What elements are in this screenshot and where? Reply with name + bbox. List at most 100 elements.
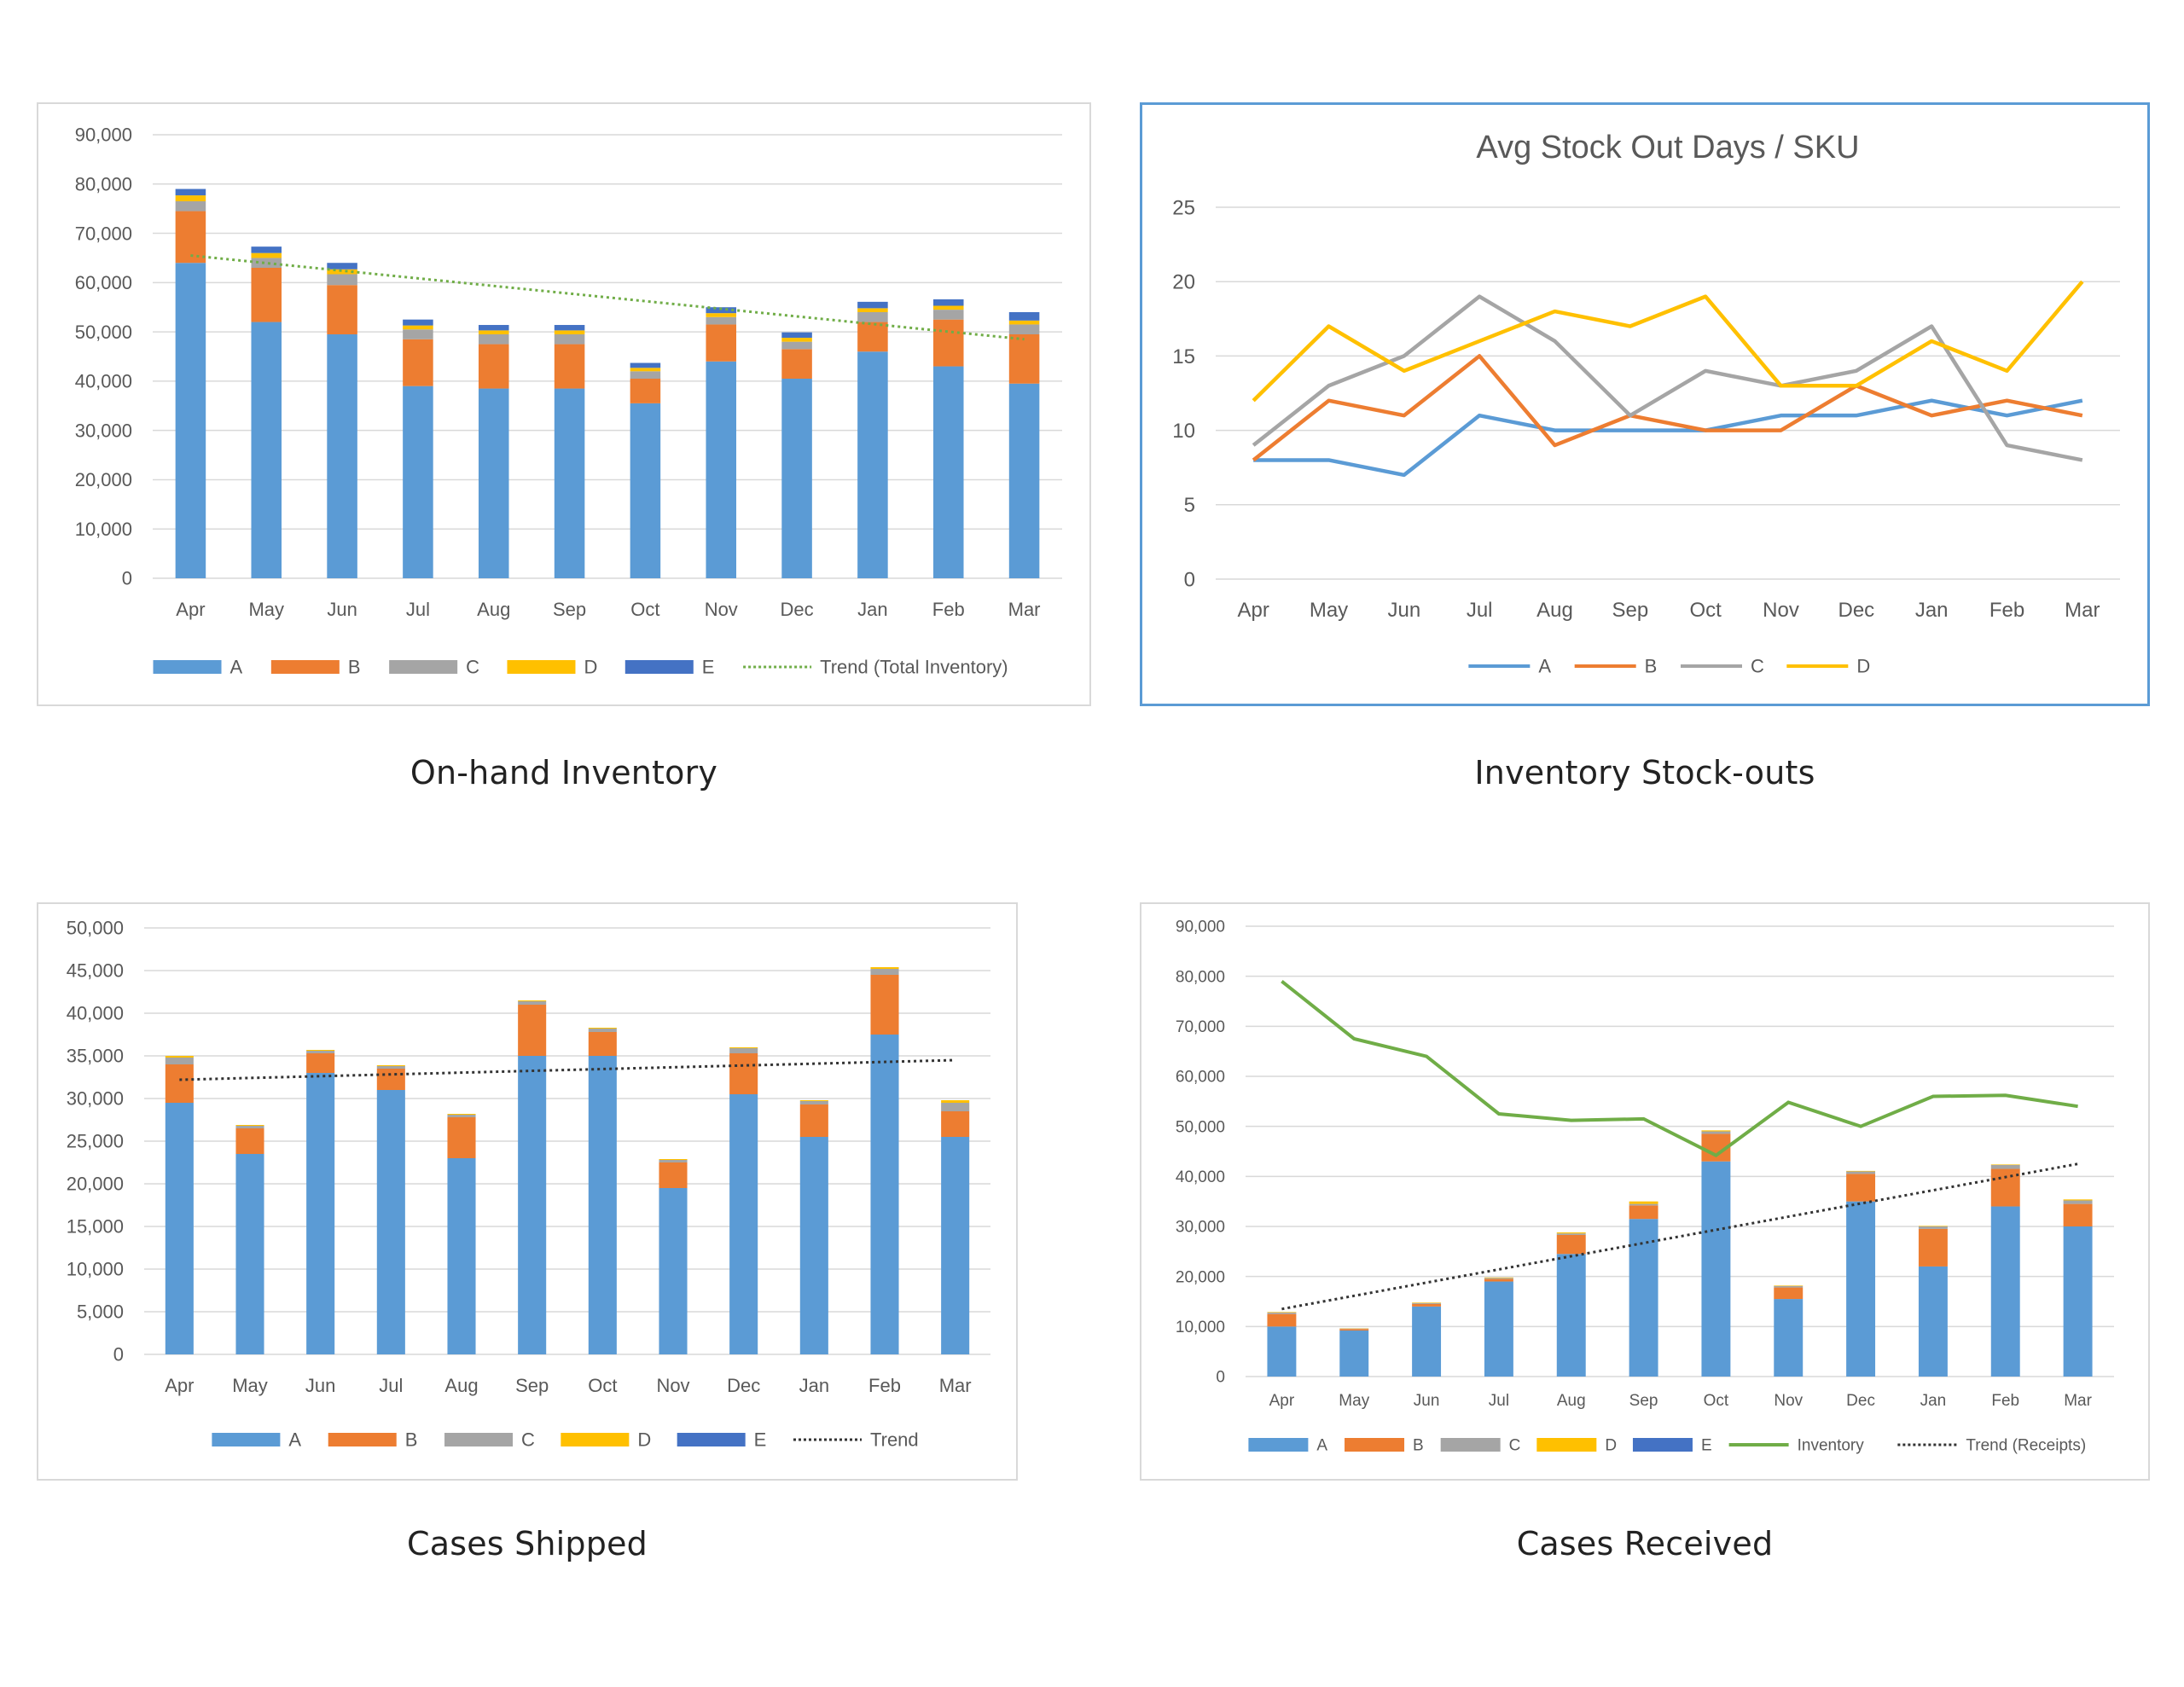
- legend-swatch-a: [1248, 1438, 1309, 1452]
- legend-label: E: [754, 1429, 767, 1451]
- x-tick-label: May: [232, 1375, 268, 1396]
- bar-segment-c: [165, 1058, 194, 1064]
- legend-label: A: [230, 657, 243, 678]
- legend-label: B: [405, 1429, 418, 1451]
- x-tick-label: Sep: [553, 599, 586, 620]
- bar-segment-a: [1701, 1161, 1731, 1377]
- bar-segment-d: [2063, 1199, 2093, 1201]
- bar-segment-b: [870, 975, 899, 1035]
- bar-segment-a: [1412, 1306, 1442, 1377]
- y-tick-label: 50,000: [67, 918, 124, 939]
- bar-segment-d: [799, 1100, 828, 1101]
- bar-segment-a: [1846, 1201, 1876, 1377]
- bar-segment-d: [1774, 1285, 1804, 1286]
- bar-segment-e: [554, 325, 585, 331]
- bar-segment-c: [706, 316, 737, 325]
- x-tick-label: Oct: [588, 1375, 617, 1396]
- bar-segment-b: [588, 1032, 617, 1056]
- bar-segment-c: [941, 1103, 970, 1111]
- x-tick-label: May: [1310, 599, 1348, 622]
- bar-segment-b: [1556, 1234, 1586, 1255]
- bar-segment-a: [251, 322, 282, 578]
- legend-label: Trend (Total Inventory): [820, 657, 1008, 678]
- x-tick-label: Aug: [1536, 599, 1573, 622]
- bar-segment-d: [659, 1159, 688, 1160]
- x-tick-label: Oct: [1704, 1392, 1729, 1410]
- bar-segment-c: [729, 1048, 758, 1053]
- x-tick-label: Jun: [327, 599, 357, 620]
- x-tick-label: Jul: [406, 599, 430, 620]
- bar-segment-d: [554, 330, 585, 334]
- legend-swatch-b: [1345, 1438, 1405, 1452]
- x-tick-label: May: [1339, 1392, 1369, 1410]
- y-tick-label: 5: [1184, 494, 1195, 517]
- bar-segment-c: [447, 1115, 476, 1117]
- bar-segment-b: [327, 285, 357, 334]
- bar-segment-c: [1774, 1285, 1804, 1288]
- bar-segment-a: [870, 1035, 899, 1354]
- y-tick-label: 15: [1172, 345, 1195, 368]
- bar-segment-e: [175, 188, 206, 196]
- bar-segment-c: [588, 1029, 617, 1032]
- bar-segment-d: [630, 368, 661, 372]
- bar-segment-e: [478, 325, 509, 331]
- x-tick-label: Jul: [1467, 599, 1493, 622]
- x-tick-label: Sep: [1612, 599, 1648, 622]
- y-tick-label: 10,000: [1176, 1319, 1225, 1336]
- bar-segment-a: [729, 1094, 758, 1354]
- x-tick-label: Jan: [1920, 1392, 1947, 1410]
- bar-segment-b: [376, 1069, 405, 1090]
- bar-segment-b: [518, 1005, 547, 1056]
- legend-label: D: [1856, 656, 1870, 677]
- y-tick-label: 60,000: [75, 272, 132, 293]
- y-tick-label: 40,000: [67, 1003, 124, 1024]
- bar-segment-b: [175, 211, 206, 264]
- x-tick-label: Nov: [656, 1375, 689, 1396]
- legend-label: Trend (Receipts): [1966, 1437, 2086, 1455]
- bar-segment-c: [799, 1101, 828, 1104]
- bar-segment-a: [1990, 1206, 2020, 1377]
- y-tick-label: 0: [113, 1344, 124, 1365]
- legend-label: Trend: [870, 1429, 919, 1451]
- bar-segment-c: [1629, 1203, 1658, 1206]
- bar-segment-b: [1629, 1205, 1658, 1220]
- y-tick-label: 30,000: [75, 420, 132, 441]
- bar-segment-e: [1008, 312, 1040, 321]
- bar-segment-b: [706, 324, 737, 362]
- y-tick-label: 80,000: [1176, 968, 1225, 986]
- bar-segment-b: [251, 268, 282, 322]
- bar-segment-b: [554, 344, 585, 389]
- x-tick-label: Apr: [176, 599, 205, 620]
- bar-segment-e: [857, 301, 888, 309]
- y-tick-label: 40,000: [75, 371, 132, 392]
- x-tick-label: Feb: [1989, 599, 2024, 622]
- bar-segment-c: [1267, 1312, 1297, 1314]
- y-tick-label: 15,000: [67, 1216, 124, 1238]
- bar-segment-a: [1556, 1254, 1586, 1377]
- bar-segment-c: [1556, 1233, 1586, 1235]
- bar-segment-c: [630, 371, 661, 379]
- legend-label: Inventory: [1798, 1437, 1865, 1455]
- bar-segment-c: [857, 312, 888, 322]
- legend-swatch-d: [507, 660, 576, 674]
- bar-segment-c: [1339, 1328, 1369, 1330]
- bar-segment-c: [376, 1066, 405, 1069]
- bar-segment-b: [1267, 1313, 1297, 1327]
- bar-segment-b: [1774, 1287, 1804, 1300]
- x-tick-label: Mar: [2065, 599, 2100, 622]
- y-tick-label: 10: [1172, 420, 1195, 443]
- y-tick-label: 30,000: [67, 1088, 124, 1110]
- y-tick-label: 20,000: [1176, 1268, 1225, 1286]
- legend-label: C: [1509, 1437, 1521, 1455]
- series-line-a: [1253, 398, 2083, 478]
- y-tick-label: 20: [1172, 271, 1195, 294]
- bar-segment-a: [781, 379, 812, 578]
- bar-segment-a: [941, 1137, 970, 1354]
- x-tick-label: Oct: [1689, 599, 1722, 622]
- bar-segment-a: [165, 1103, 194, 1354]
- bar-segment-c: [1008, 324, 1040, 334]
- y-tick-label: 30,000: [1176, 1219, 1225, 1237]
- bar-segment-c: [659, 1160, 688, 1162]
- legend-label: C: [521, 1429, 535, 1451]
- bar-segment-a: [1008, 383, 1040, 578]
